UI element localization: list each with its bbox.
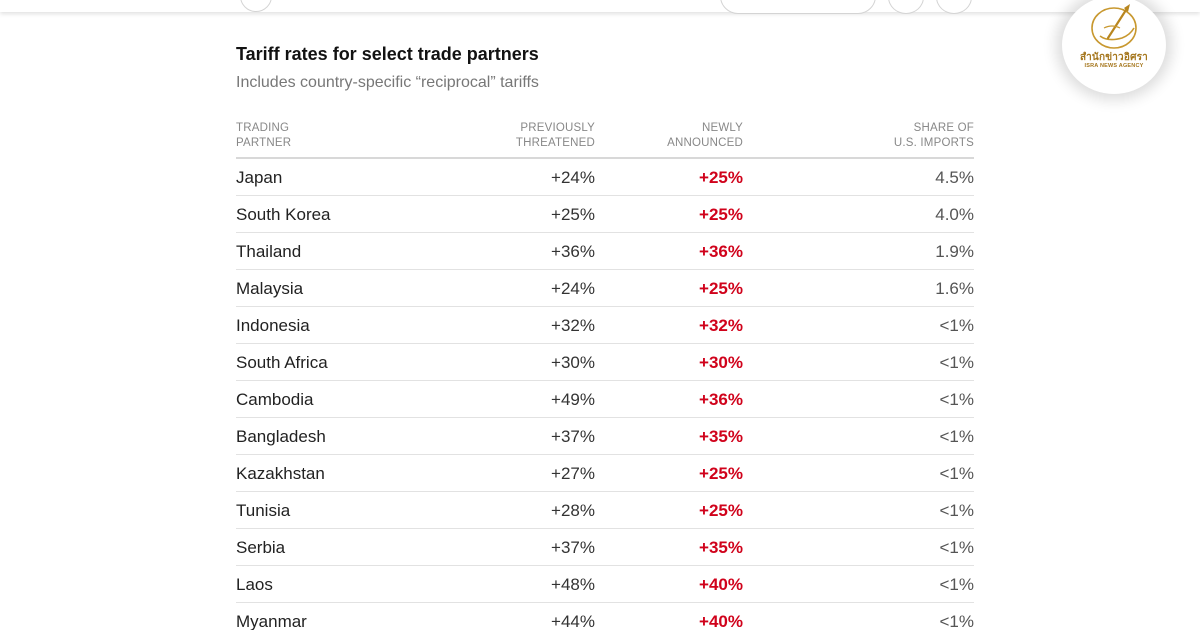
table-row: Serbia +37% +35% <1%: [236, 529, 974, 566]
partner-name-cell: South Korea: [236, 205, 331, 224]
newly-announced-cell: +35%: [699, 538, 743, 557]
table-row: Cambodia +49% +36% <1%: [236, 381, 974, 418]
share-of-imports-cell: 4.0%: [935, 205, 974, 224]
table-row: Tunisia +28% +25% <1%: [236, 492, 974, 529]
partner-name-cell: South Africa: [236, 353, 328, 372]
newly-announced-cell: +40%: [699, 575, 743, 594]
table-row: Indonesia +32% +32% <1%: [236, 307, 974, 344]
pen-quill-icon: [1091, 4, 1137, 49]
newly-announced-cell: +25%: [699, 501, 743, 520]
chart-title: Tariff rates for select trade partners: [236, 44, 539, 64]
partner-name-cell: Myanmar: [236, 612, 307, 630]
nav-round-button-2[interactable]: [936, 0, 972, 14]
share-of-imports-cell: <1%: [939, 464, 975, 483]
table-row: South Korea +25% +25% 4.0%: [236, 196, 974, 233]
previously-threatened-cell: +24%: [551, 168, 595, 187]
chart-subtitle: Includes country-specific “reciprocal” t…: [236, 74, 539, 91]
partner-name-cell: Laos: [236, 575, 273, 594]
partner-name-cell: Thailand: [236, 242, 302, 261]
share-of-imports-cell: 4.5%: [935, 168, 974, 187]
table-row: Myanmar +44% +40% <1%: [236, 603, 974, 630]
previously-threatened-cell: +30%: [551, 353, 595, 372]
partner-name-cell: Indonesia: [236, 316, 310, 335]
header-previously-threatened: PREVIOUSLY THREATENED: [515, 122, 595, 149]
tariff-table: TRADING PARTNER PREVIOUSLY THREATENED NEWL…: [236, 121, 974, 630]
header-trading-partner: TRADING PARTNER: [236, 122, 292, 149]
table-row: Japan +24% +25% 4.5%: [236, 159, 974, 196]
table-row: Thailand +36% +36% 1.9%: [236, 233, 974, 270]
top-navigation-bar: [0, 0, 1200, 14]
nav-round-button-1[interactable]: [888, 0, 924, 14]
table-row: Malaysia +24% +25% 1.6%: [236, 270, 974, 307]
nav-circle-button[interactable]: [240, 0, 272, 12]
share-of-imports-cell: <1%: [939, 612, 975, 630]
newly-announced-cell: +35%: [699, 427, 743, 446]
logo-thai-text: สำนักข่าวอิศรา: [1079, 52, 1148, 63]
partner-name-cell: Tunisia: [236, 501, 291, 520]
previously-threatened-cell: +48%: [551, 575, 595, 594]
previously-threatened-cell: +28%: [551, 501, 595, 520]
newly-announced-cell: +25%: [699, 168, 743, 187]
logo-english-text: ISRA NEWS AGENCY: [1084, 63, 1144, 69]
newly-announced-cell: +25%: [699, 464, 743, 483]
newly-announced-cell: +40%: [699, 612, 743, 630]
share-of-imports-cell: <1%: [939, 316, 975, 335]
partner-name-cell: Cambodia: [236, 390, 314, 409]
table-row: Kazakhstan +27% +25% <1%: [236, 455, 974, 492]
table-row: Laos +48% +40% <1%: [236, 566, 974, 603]
header-share-of-imports: SHARE OF U.S. IMPORTS: [893, 122, 974, 149]
share-of-imports-cell: <1%: [939, 538, 975, 557]
table-header: TRADING PARTNER PREVIOUSLY THREATENED NEWL…: [236, 121, 974, 159]
share-of-imports-cell: 1.9%: [935, 242, 974, 261]
previously-threatened-cell: +37%: [551, 427, 595, 446]
newly-announced-cell: +25%: [699, 205, 743, 224]
previously-threatened-cell: +44%: [551, 612, 595, 630]
previously-threatened-cell: +32%: [551, 316, 595, 335]
table-body: Japan +24% +25% 4.5% South Korea +25% +25% 4.0%…: [236, 159, 974, 630]
previously-threatened-cell: +37%: [551, 538, 595, 557]
partner-name-cell: Japan: [236, 168, 283, 187]
partner-name-cell: Kazakhstan: [236, 464, 325, 483]
table-row: Bangladesh +37% +35% <1%: [236, 418, 974, 455]
newly-announced-cell: +36%: [699, 242, 743, 261]
previously-threatened-cell: +49%: [551, 390, 595, 409]
share-of-imports-cell: <1%: [939, 575, 975, 594]
nav-pill-button[interactable]: [720, 0, 876, 14]
partner-name-cell: Malaysia: [236, 279, 304, 298]
newly-announced-cell: +30%: [699, 353, 743, 372]
share-of-imports-cell: 1.6%: [935, 279, 974, 298]
previously-threatened-cell: +24%: [551, 279, 595, 298]
table-row: South Africa +30% +30% <1%: [236, 344, 974, 381]
header-newly-announced: NEWLY ANNOUNCED: [667, 122, 743, 149]
newly-announced-cell: +32%: [699, 316, 743, 335]
share-of-imports-cell: <1%: [939, 501, 975, 520]
newly-announced-cell: +36%: [699, 390, 743, 409]
previously-threatened-cell: +25%: [551, 205, 595, 224]
newly-announced-cell: +25%: [699, 279, 743, 298]
previously-threatened-cell: +27%: [551, 464, 595, 483]
share-of-imports-cell: <1%: [939, 390, 975, 409]
share-of-imports-cell: <1%: [939, 353, 975, 372]
isra-news-logo: สำนักข่าวอิศรา ISRA NEWS AGENCY: [1062, 0, 1166, 94]
share-of-imports-cell: <1%: [939, 427, 975, 446]
partner-name-cell: Bangladesh: [236, 427, 326, 446]
previously-threatened-cell: +36%: [551, 242, 595, 261]
partner-name-cell: Serbia: [236, 538, 286, 557]
